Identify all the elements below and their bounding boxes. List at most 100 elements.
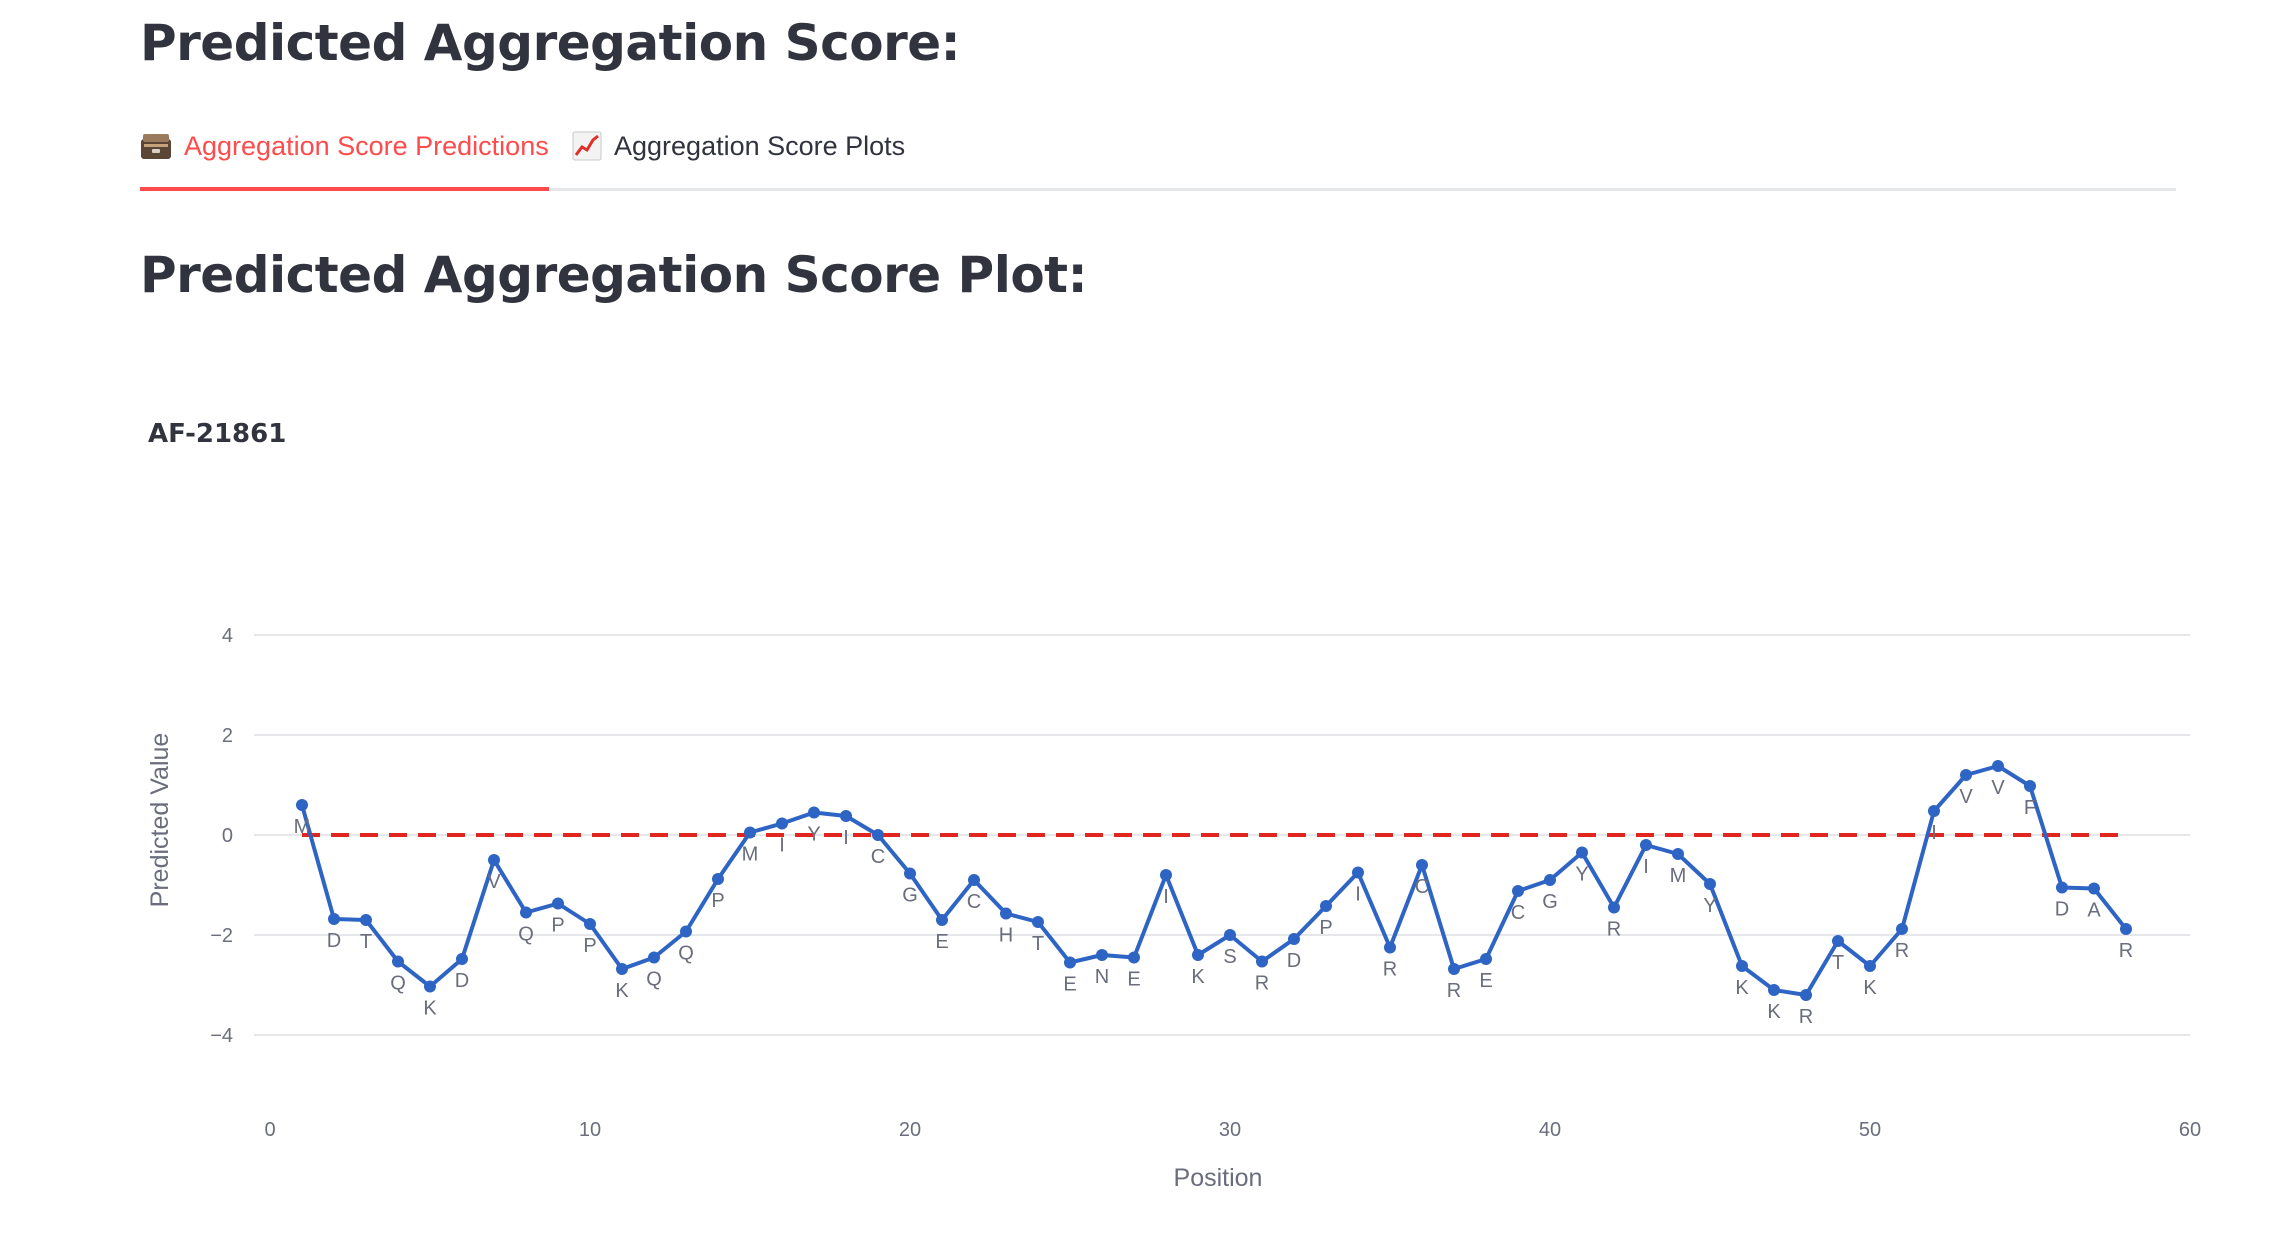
data-point — [1544, 874, 1556, 886]
residue-label: S — [1223, 946, 1236, 968]
residue-label: T — [1832, 952, 1844, 974]
residue-label: K — [423, 998, 437, 1020]
series-line — [300, 764, 2128, 997]
card-file-box-icon — [140, 131, 172, 168]
chart-increasing-icon — [572, 131, 602, 168]
data-point — [1384, 941, 1396, 954]
residue-label: A — [2087, 900, 2101, 922]
data-point — [712, 873, 724, 885]
data-point — [1448, 963, 1460, 975]
data-point — [1992, 760, 2004, 772]
data-point — [1256, 955, 1268, 968]
residue-label: T — [360, 931, 372, 953]
y-tick-label: −2 — [210, 925, 233, 947]
data-point — [456, 953, 468, 965]
residue-label: D — [2055, 899, 2069, 921]
data-point — [1320, 900, 1332, 912]
data-point — [1224, 929, 1236, 941]
residue-label: T — [1032, 933, 1044, 955]
residue-label: D — [327, 930, 341, 952]
residue-label: I — [843, 827, 849, 849]
data-point — [584, 918, 596, 930]
x-tick-label: 60 — [2179, 1119, 2201, 1141]
residue-label: R — [1255, 973, 1269, 995]
residue-label: R — [1383, 959, 1397, 981]
data-point — [1192, 949, 1204, 961]
residue-label: C — [1415, 876, 1429, 898]
data-point — [2120, 923, 2132, 935]
data-point — [872, 829, 884, 841]
residue-label: P — [711, 890, 724, 912]
residue-label: D — [455, 970, 469, 992]
data-point — [2088, 882, 2100, 895]
residue-label: G — [902, 885, 918, 907]
x-axis-ticks: 0 10 20 30 40 50 60 — [264, 1119, 2201, 1141]
data-point — [1288, 933, 1300, 945]
residue-label: K — [1767, 1001, 1781, 1023]
y-axis-title: Predicted Value — [146, 733, 174, 908]
tab-label: Aggregation Score Predictions — [184, 131, 549, 161]
tab-bar: Aggregation Score Predictions Aggregatio… — [140, 125, 2176, 191]
residue-label: E — [935, 931, 948, 953]
residue-label: C — [1511, 902, 1525, 924]
data-point — [1896, 923, 1908, 935]
residue-label: Y — [807, 824, 820, 846]
residue-label: M — [1670, 865, 1687, 887]
data-point — [1032, 916, 1044, 928]
data-point — [1352, 866, 1364, 879]
residue-label: K — [615, 980, 629, 1002]
residue-label: R — [1447, 980, 1461, 1002]
data-point — [1608, 901, 1620, 914]
residue-label: D — [1287, 950, 1301, 972]
data-point — [1800, 989, 1812, 1001]
y-tick-label: 2 — [222, 725, 233, 747]
series-points — [296, 760, 2132, 1001]
tab-bar-divider — [140, 188, 2176, 191]
data-point — [680, 925, 692, 938]
residue-label: G — [1542, 891, 1558, 913]
data-point — [1000, 907, 1012, 920]
x-tick-label: 40 — [1539, 1119, 1561, 1141]
residue-label: V — [487, 871, 501, 893]
active-tab-indicator — [140, 187, 549, 191]
data-point — [1512, 885, 1524, 897]
data-point — [488, 854, 500, 866]
data-point — [936, 914, 948, 926]
data-point — [1864, 960, 1876, 972]
residue-label: H — [999, 925, 1013, 947]
data-point — [1736, 960, 1748, 972]
data-point — [2056, 881, 2068, 894]
residue-label: P — [583, 935, 596, 957]
residue-label: I — [1163, 886, 1169, 908]
x-axis-title: Position — [1174, 1164, 1263, 1192]
tab-aggregation-score-plots[interactable]: Aggregation Score Plots — [572, 131, 905, 188]
section-title: Predicted Aggregation Score Plot: — [140, 246, 1088, 304]
residue-label: R — [1607, 919, 1621, 941]
data-point — [1480, 953, 1492, 965]
data-point — [1096, 949, 1108, 961]
residue-label: R — [1895, 940, 1909, 962]
residue-label: R — [2119, 940, 2133, 962]
y-tick-label: 0 — [222, 825, 233, 847]
residue-label: E — [1479, 970, 1492, 992]
residue-label: P — [1319, 917, 1332, 939]
data-point — [904, 867, 916, 880]
data-point — [1768, 984, 1780, 996]
data-point — [840, 810, 852, 822]
data-point — [2024, 780, 2036, 792]
residue-label: V — [1959, 786, 1973, 808]
data-point — [296, 799, 308, 811]
data-point — [648, 951, 660, 964]
data-point — [1704, 878, 1716, 890]
residue-label: I — [1931, 822, 1937, 844]
residue-label: Q — [646, 969, 662, 991]
tab-aggregation-score-predictions[interactable]: Aggregation Score Predictions — [140, 131, 549, 191]
page-title: Predicted Aggregation Score: — [140, 14, 961, 72]
data-point — [360, 914, 372, 926]
data-point — [328, 913, 340, 925]
residue-label: V — [1991, 777, 2005, 799]
data-point — [552, 897, 564, 910]
data-point — [1160, 869, 1172, 881]
